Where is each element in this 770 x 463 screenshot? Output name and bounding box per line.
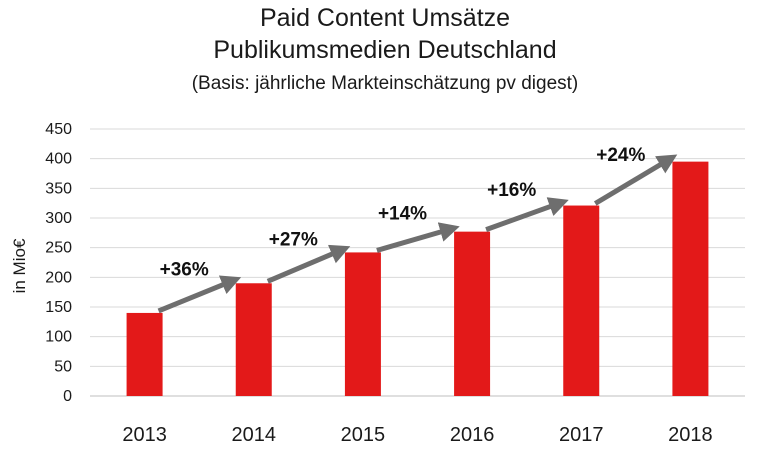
chart-subtitle: Publikumsmedien Deutschland xyxy=(213,36,557,64)
bar-2016 xyxy=(454,231,491,396)
x-tick-label: 2018 xyxy=(668,424,713,446)
growth-label: +14% xyxy=(378,204,427,225)
y-tick-label: 350 xyxy=(45,180,72,197)
growth-arrow xyxy=(593,154,678,206)
bar-2017 xyxy=(563,205,600,396)
growth-label: +16% xyxy=(487,180,536,201)
bar-2018 xyxy=(672,161,709,396)
growth-arrow xyxy=(485,197,569,232)
y-tick-label: 450 xyxy=(45,121,72,138)
growth-label: +36% xyxy=(160,260,209,281)
chart-note: (Basis: jährliche Markteinschätzung pv d… xyxy=(191,73,579,94)
y-tick-label: 200 xyxy=(45,269,72,286)
chart-title: Paid Content Umsätze xyxy=(259,4,511,32)
x-tick-label: 2016 xyxy=(450,424,495,446)
y-tick-label: 300 xyxy=(45,210,72,227)
y-tick-label: 400 xyxy=(45,151,72,168)
growth-arrow xyxy=(266,244,351,284)
growth-label: +27% xyxy=(269,229,318,250)
y-tick-label: 100 xyxy=(45,329,72,346)
x-tick-label: 2017 xyxy=(559,424,604,446)
y-tick-label: 0 xyxy=(63,388,72,405)
bar-2015 xyxy=(344,252,381,396)
y-tick-label: 150 xyxy=(45,299,72,316)
x-tick-label: 2013 xyxy=(122,424,167,446)
growth-label: +24% xyxy=(596,145,645,166)
growth-arrow xyxy=(157,275,242,314)
bar-2013 xyxy=(126,312,163,396)
growth-arrow xyxy=(376,222,460,253)
y-tick-label: 250 xyxy=(45,240,72,257)
x-tick-label: 2014 xyxy=(232,424,277,446)
y-axis-label: in Mio€ xyxy=(10,238,29,293)
x-tick-label: 2015 xyxy=(341,424,386,446)
y-tick-label: 50 xyxy=(54,358,72,375)
bar-2014 xyxy=(235,283,272,396)
